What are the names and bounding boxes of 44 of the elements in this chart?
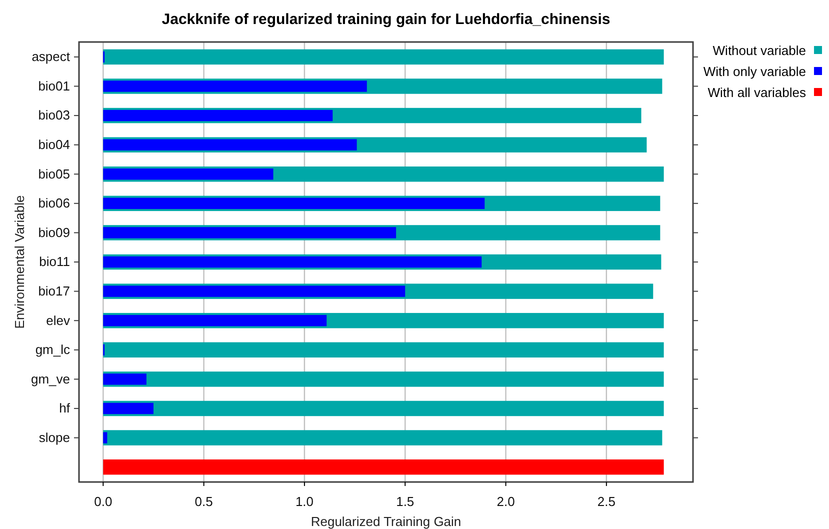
bar [103, 49, 664, 65]
y-tick-label: bio06 [38, 196, 70, 211]
bar [103, 372, 664, 387]
bar [103, 168, 274, 180]
bar [103, 342, 664, 358]
y-tick-label: bio04 [38, 136, 70, 152]
bar [103, 227, 396, 238]
y-tick-label: bio01 [38, 78, 70, 94]
bar [103, 430, 662, 446]
bar [103, 286, 406, 297]
y-tick-label: bio11 [39, 254, 70, 270]
y-tick-label: gm_lc [35, 342, 70, 358]
bar [103, 110, 333, 122]
y-tick-label: gm_ve [30, 371, 70, 386]
bar [103, 459, 664, 475]
x-tick-label: 2.5 [597, 494, 616, 509]
x-axis-title: Regularized Training Gain [310, 514, 462, 529]
x-tick-label: 0.0 [94, 494, 112, 509]
y-tick-label: bio03 [38, 108, 70, 123]
x-tick-label: 1.5 [396, 494, 414, 509]
chart-title: Jackknife of regularized training gain for Luehdorfia_chinensis [162, 11, 610, 28]
bar [103, 314, 327, 326]
y-tick-label: elev [46, 312, 70, 328]
x-tick-label: 0.5 [194, 494, 213, 509]
bar [103, 402, 154, 414]
bar [103, 432, 108, 444]
y-tick-label: hf [59, 400, 70, 416]
bar [103, 400, 664, 416]
legend-label: Without variable [712, 43, 806, 58]
y-tick-label: bio17 [38, 283, 70, 298]
x-tick-label: 1.0 [295, 494, 314, 509]
y-tick-label: bio05 [38, 166, 70, 182]
bar [103, 139, 357, 150]
y-axis-title: Environmental Variable [12, 195, 27, 329]
bar [103, 198, 485, 210]
bar [103, 374, 146, 385]
x-tick-label: 2.0 [496, 494, 515, 509]
legend-label: With all variables [708, 85, 806, 100]
bar [103, 80, 367, 92]
y-tick-label: bio09 [38, 224, 70, 240]
legend-label: With only variable [703, 64, 806, 79]
y-tick-label: slope [38, 430, 70, 445]
y-tick-label: aspect [32, 49, 70, 64]
bar [103, 256, 482, 268]
